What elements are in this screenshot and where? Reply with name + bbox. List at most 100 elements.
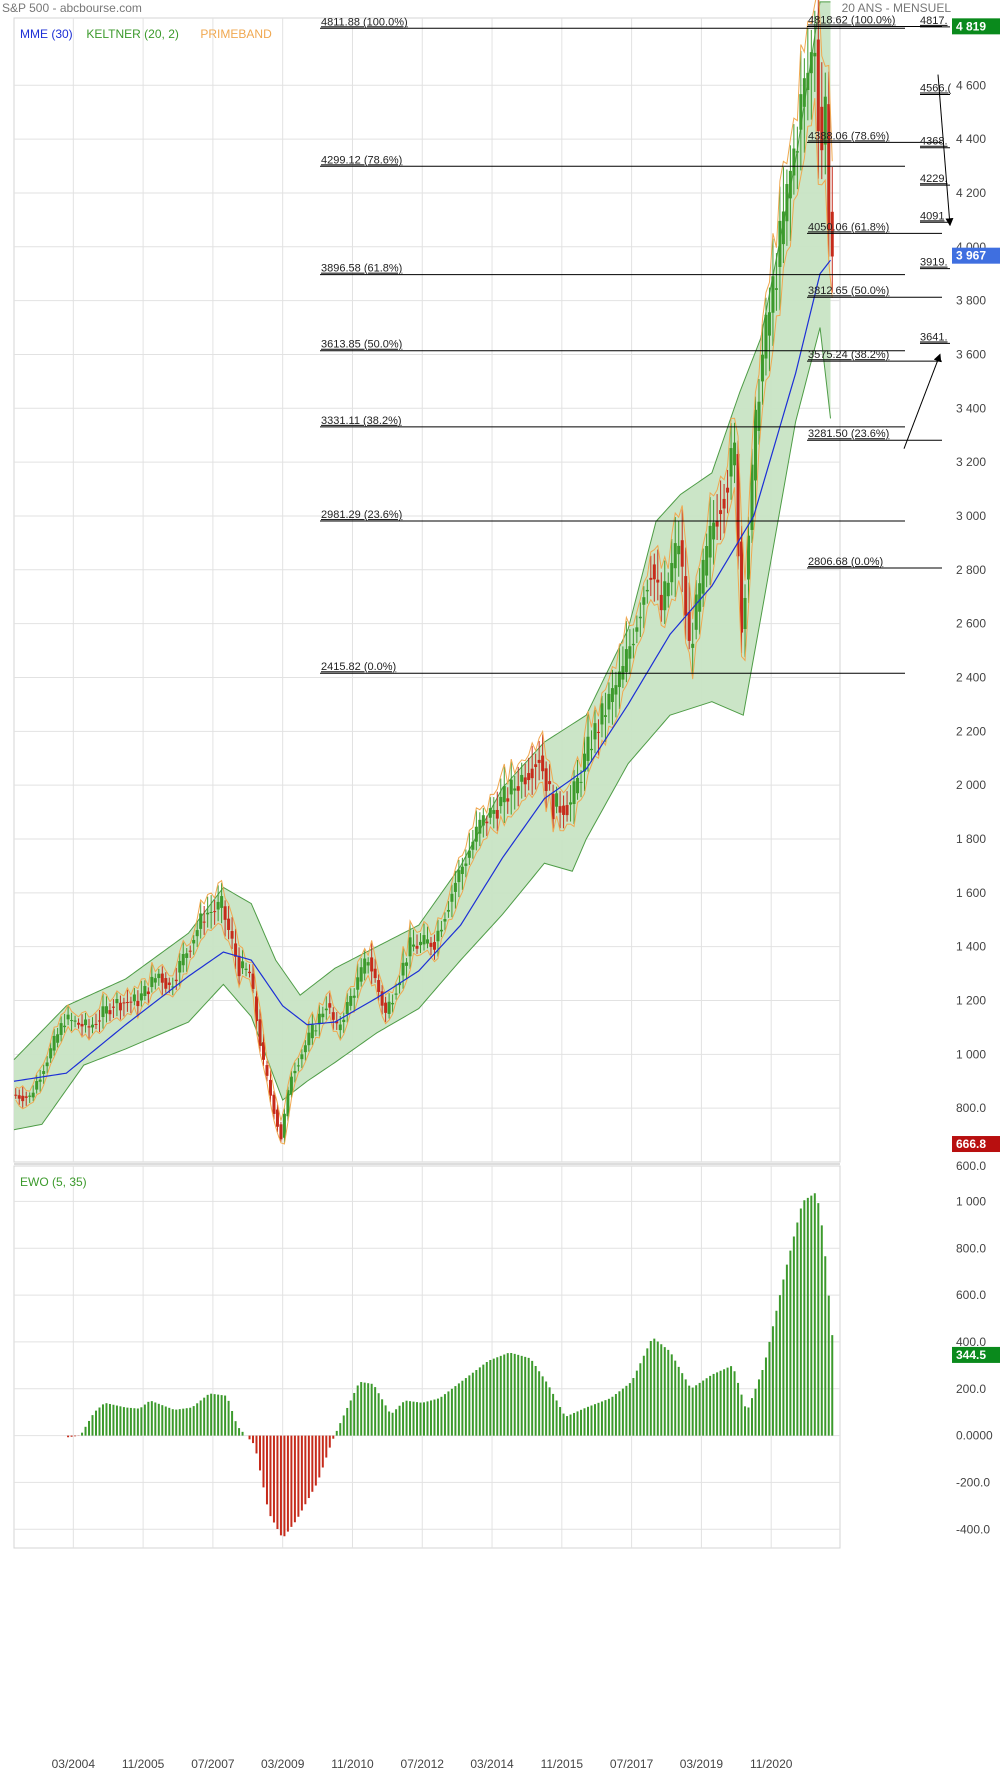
candle-body <box>328 1003 332 1008</box>
candle-body <box>101 1006 105 1018</box>
ewo-histogram <box>67 1193 834 1537</box>
candle-body <box>534 764 538 768</box>
candle-body <box>42 1071 46 1074</box>
ewo-tick-label: 400.0 <box>956 1335 986 1349</box>
candle-body <box>115 998 119 1004</box>
candle-body <box>523 777 527 785</box>
candle-body <box>419 941 423 946</box>
candle-body <box>164 978 168 989</box>
candle-body <box>530 768 534 779</box>
ewo-tick-label: -400.0 <box>956 1522 990 1536</box>
candle-body <box>195 930 199 937</box>
price-tick-label: 3 600 <box>956 347 986 361</box>
candle-body <box>146 991 150 995</box>
candle-body <box>610 688 614 703</box>
candle-body <box>816 39 820 132</box>
candle-body <box>736 454 740 557</box>
candle-body <box>813 52 817 57</box>
price-tags: 4 819 3 967 666.8 <box>952 18 1000 1153</box>
indicator-legend: MME (30) KELTNER (20, 2) PRIMEBAND EWO (5, … <box>20 27 272 1189</box>
candle-body <box>202 921 206 923</box>
fib-mid-label: 2806.68 (0.0%) <box>808 556 883 568</box>
candle-body <box>457 870 461 883</box>
candle-body <box>125 1002 129 1004</box>
ewo-tick-label: 800.0 <box>956 1241 986 1255</box>
candle-body <box>820 106 824 151</box>
candle-body <box>359 967 363 982</box>
candle-body <box>160 973 164 983</box>
candle-body <box>663 581 667 611</box>
candle-body <box>174 979 178 982</box>
candle-body <box>572 781 576 804</box>
candle-body <box>691 643 695 648</box>
candle-body <box>387 1001 391 1014</box>
candle-body <box>335 1021 339 1024</box>
candle-body <box>687 611 691 641</box>
candle-body <box>708 525 712 558</box>
candle-body <box>673 543 677 569</box>
fib-trend-arrow-down <box>937 74 954 227</box>
candle-body <box>293 1070 297 1074</box>
candle-body <box>788 170 792 199</box>
price-tick-label: 3 000 <box>956 509 986 523</box>
candle-body <box>324 1008 328 1011</box>
candle-body <box>520 774 524 782</box>
fib-short-label: 4229. <box>920 173 948 185</box>
candle-body <box>474 826 478 842</box>
fib-mid-label: 3812.65 (50.0%) <box>808 285 889 297</box>
price-tick-label: 4 200 <box>956 186 986 200</box>
candle-body <box>314 1030 318 1032</box>
candle-body <box>303 1045 307 1053</box>
candle-body <box>17 1095 21 1099</box>
candle-body <box>171 986 175 988</box>
candle-body <box>743 597 747 630</box>
candle-body <box>94 1023 98 1025</box>
price-tag-label: 3 967 <box>956 249 986 263</box>
candle-body <box>740 541 744 633</box>
candle-body <box>363 958 367 974</box>
candle-body <box>617 671 621 688</box>
candle-body <box>778 220 782 267</box>
candle-body <box>750 464 754 530</box>
price-tick-label: 3 400 <box>956 401 986 415</box>
fib-long-label: 2981.29 (23.6%) <box>321 509 402 521</box>
ewo-grid <box>13 1165 841 1549</box>
fib-mid-label: 4388.06 (78.6%) <box>808 130 889 142</box>
primeband-lower-line <box>15 98 833 1145</box>
ewo-tick-label: 1 000 <box>956 1194 986 1208</box>
candle-body <box>450 893 454 902</box>
candle-body <box>405 962 409 966</box>
candle-body <box>464 863 468 866</box>
candle-body <box>603 715 607 717</box>
candle-body <box>167 982 171 985</box>
candle-body <box>583 753 587 772</box>
candle-body <box>213 911 217 913</box>
candle-body <box>586 736 590 761</box>
candle-body <box>63 1025 67 1028</box>
candle-body <box>35 1081 39 1090</box>
price-tick-label: 800.0 <box>956 1101 986 1115</box>
price-tick-label: 2 800 <box>956 563 986 577</box>
x-tick-label: 03/2009 <box>261 1757 305 1771</box>
candle-body <box>331 1012 335 1020</box>
x-tick-label: 03/2004 <box>52 1757 96 1771</box>
candle-body <box>401 962 405 976</box>
candle-body <box>31 1092 35 1098</box>
candle-body <box>799 94 803 130</box>
candle-body <box>659 594 663 611</box>
candle-body <box>757 401 761 431</box>
candle-body <box>806 72 810 91</box>
fib-long-label: 4299.12 (78.6%) <box>321 154 402 166</box>
candle-body <box>206 912 210 915</box>
candle-body <box>87 1026 91 1028</box>
candle-body <box>255 996 259 1022</box>
candle-body <box>429 942 433 947</box>
candle-body <box>541 755 545 772</box>
x-tick-label: 11/2005 <box>122 1757 165 1771</box>
candle-body <box>677 545 681 555</box>
fib-trend-arrow-up <box>903 353 942 449</box>
price-tag-box <box>952 1136 1000 1153</box>
candle-body <box>310 1024 314 1039</box>
candle-body <box>439 929 443 932</box>
fib-long-label: 2415.82 (0.0%) <box>321 661 396 673</box>
